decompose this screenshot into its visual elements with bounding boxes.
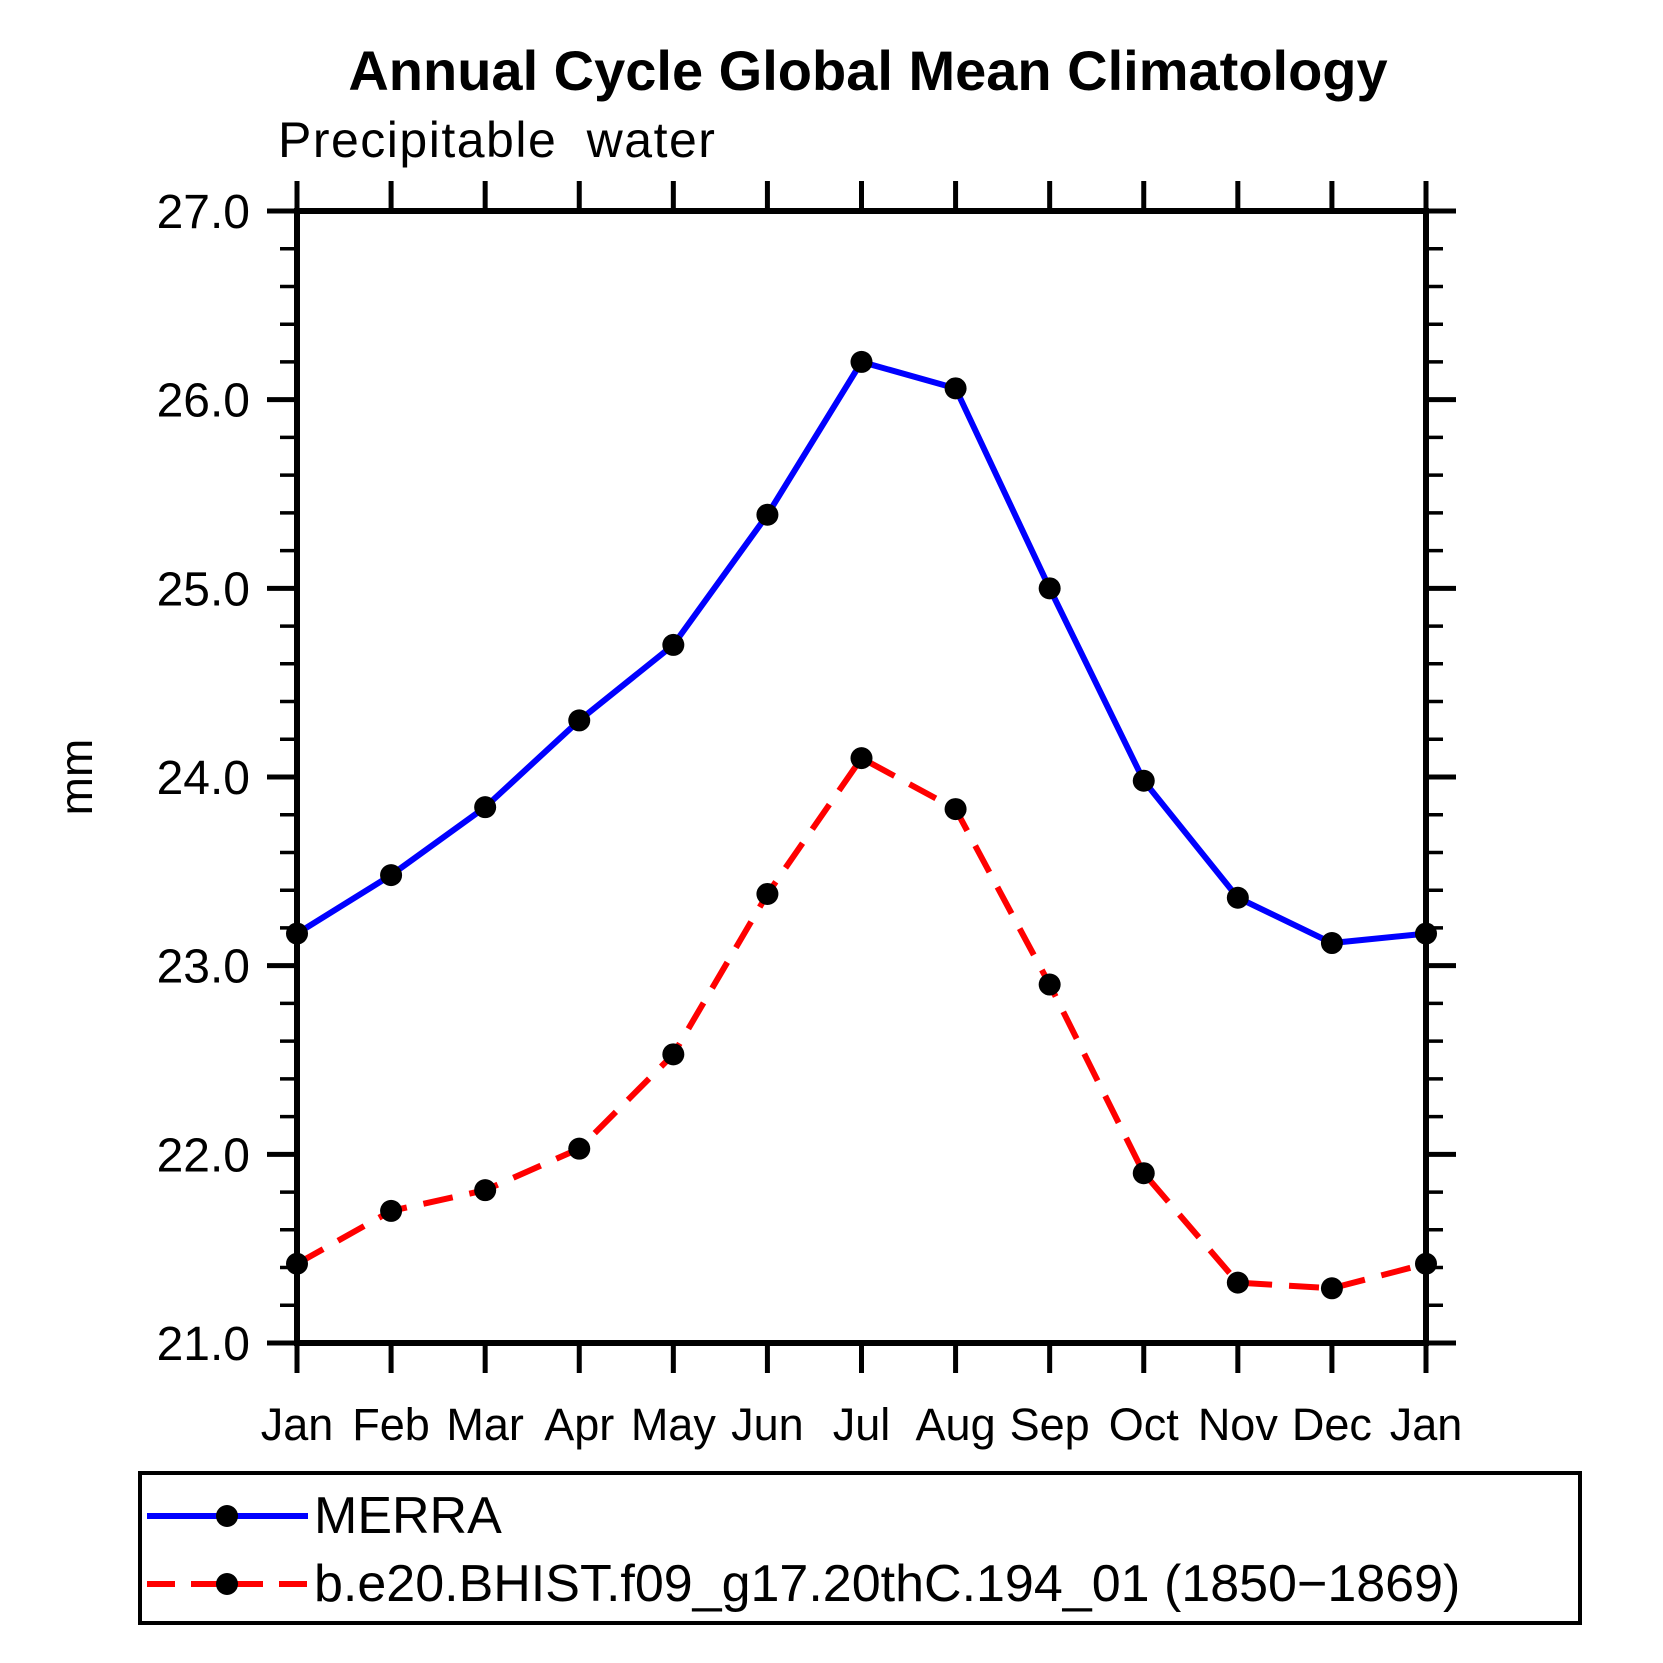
data-point <box>756 882 779 905</box>
y-tick-label: 23.0 <box>157 941 250 994</box>
legend-box <box>138 1471 1582 1625</box>
x-tick-label: Apr <box>544 1399 614 1450</box>
x-tick-label: Jun <box>731 1399 804 1450</box>
x-tick-label: Jul <box>833 1399 891 1450</box>
x-tick-label: May <box>631 1399 717 1450</box>
data-point <box>1132 769 1155 792</box>
x-tick-label: Oct <box>1109 1399 1180 1450</box>
data-point <box>1320 1277 1343 1300</box>
data-point <box>944 377 967 400</box>
data-point <box>474 1179 497 1202</box>
series-line-0 <box>295 358 1427 947</box>
x-tick-label: Jan <box>261 1399 334 1450</box>
data-point <box>1038 973 1061 996</box>
data-point <box>568 1137 591 1160</box>
x-tick-label: Nov <box>1198 1399 1279 1450</box>
y-tick-label: 21.0 <box>157 1318 250 1371</box>
data-point <box>1226 1271 1249 1294</box>
y-tick-label: 22.0 <box>157 1129 250 1182</box>
x-tick-label: Jan <box>1390 1399 1463 1450</box>
x-tick-label: Feb <box>352 1399 430 1450</box>
data-point <box>286 922 308 945</box>
y-tick-label: 24.0 <box>157 752 250 805</box>
data-point <box>1415 1252 1437 1275</box>
legend-label: MERRA <box>314 1487 502 1545</box>
x-tick-label: Aug <box>916 1399 996 1450</box>
series-line-1 <box>295 754 1427 1292</box>
x-tick-label: Mar <box>446 1399 524 1450</box>
data-point <box>944 798 967 821</box>
legend-marker <box>216 1573 238 1595</box>
data-point <box>380 1199 403 1222</box>
data-point <box>1415 922 1437 945</box>
chart-subtitle: Precipitable water <box>278 112 716 168</box>
data-point <box>1320 932 1343 955</box>
data-point <box>850 350 873 373</box>
x-tick-label: Dec <box>1292 1399 1372 1450</box>
y-axis-title: mm <box>50 739 102 816</box>
data-point <box>1038 577 1061 600</box>
plot-frame <box>294 208 1429 1346</box>
data-point <box>380 864 403 887</box>
data-point <box>474 796 497 819</box>
data-point <box>568 709 591 732</box>
data-point <box>756 503 779 526</box>
plot-area: Jan Feb Mar Apr May Jun Jul Aug Sep Oct Nov Dec Jan2… <box>157 181 1463 1450</box>
chart-title: Annual Cycle Global Mean Climatology <box>348 39 1387 102</box>
y-tick-label: 27.0 <box>157 186 250 239</box>
data-point <box>850 747 873 770</box>
legend-marker <box>216 1505 238 1527</box>
data-point <box>662 633 685 656</box>
x-tick-label: Sep <box>1010 1399 1090 1450</box>
data-point <box>1226 886 1249 909</box>
legend-label: b.e20.BHIST.f09_g17.20thC.194_01 (1850−1… <box>314 1555 1460 1613</box>
y-tick-label: 25.0 <box>157 563 250 616</box>
data-point <box>286 1252 308 1275</box>
legend: MERRA b.e20.BHIST.f09_g17.20thC.194_01 (1… <box>138 1471 1582 1625</box>
y-tick-label: 26.0 <box>157 375 250 428</box>
data-point <box>1132 1162 1155 1185</box>
data-point <box>662 1043 685 1066</box>
